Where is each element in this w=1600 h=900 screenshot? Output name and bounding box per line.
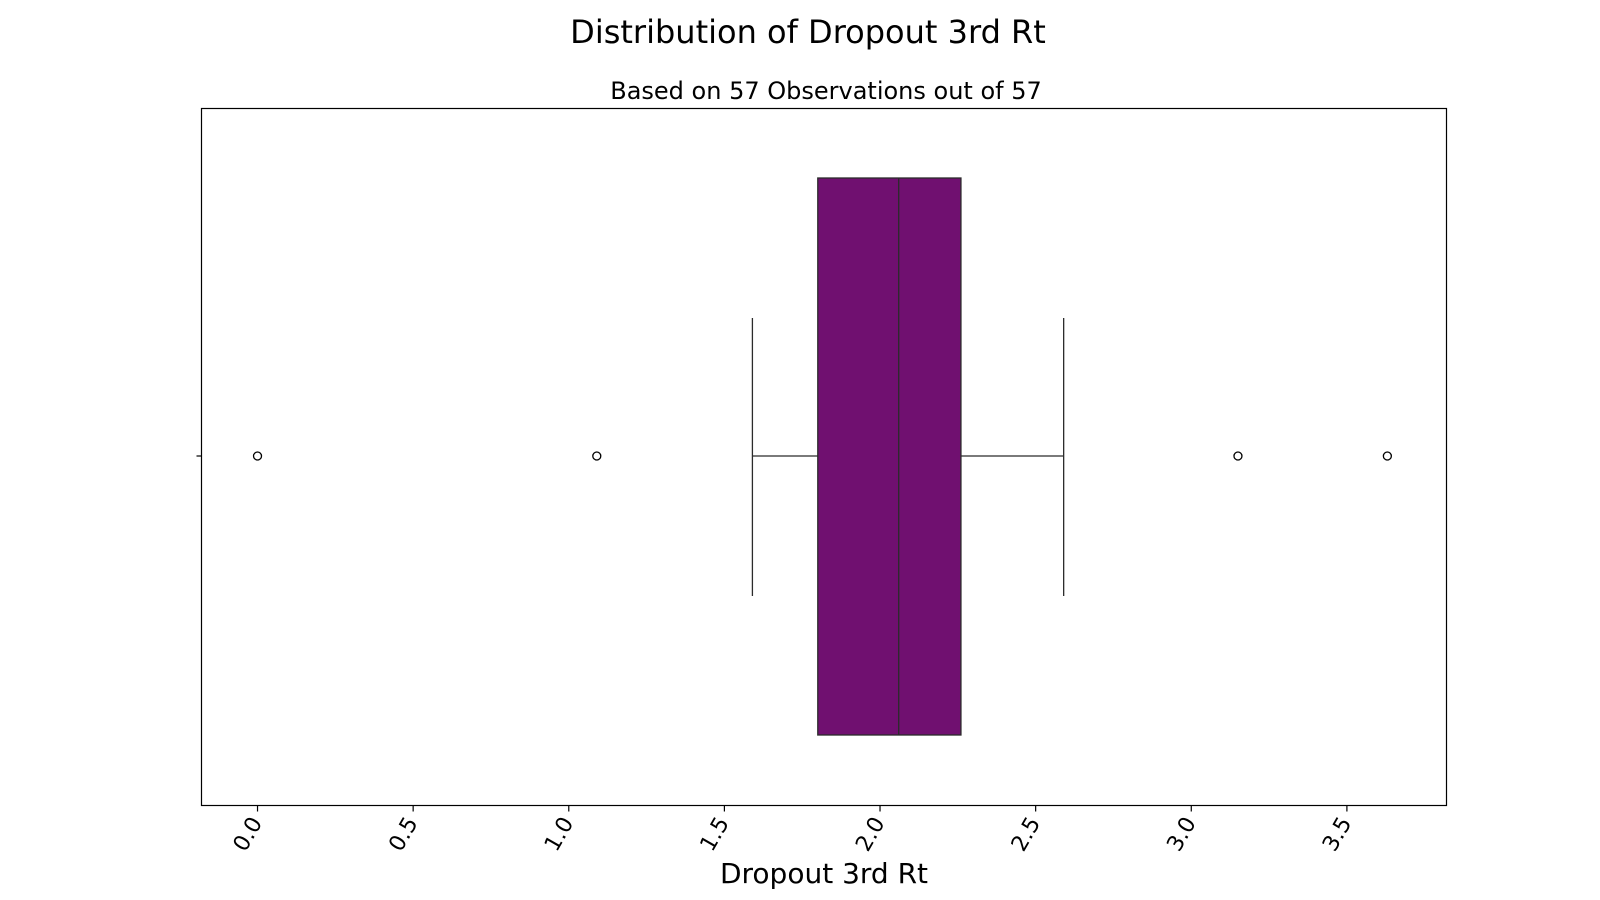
chart-title: Distribution of Dropout 3rd Rt: [570, 13, 1046, 51]
x-tick-label: 1.5: [696, 813, 735, 856]
outlier-point: [252, 451, 263, 461]
x-tick-label: 2.0: [851, 813, 890, 856]
x-tick-label: 2.5: [1007, 813, 1046, 856]
x-tick-label: 3.5: [1318, 813, 1357, 856]
outlier-point: [592, 451, 602, 461]
x-tick-label: 1.0: [540, 813, 579, 856]
chart-marks: [196, 177, 1393, 736]
x-axis-ticks: 0.0 0.5 1.0 1.5 2.0 2.5 3.0 3.5: [229, 805, 1357, 856]
x-tick-label: 0.5: [384, 813, 423, 856]
outlier-point: [1233, 451, 1243, 461]
x-tick-label: 0.0: [229, 813, 268, 856]
x-axis-label: Dropout 3rd Rt: [720, 857, 928, 890]
outlier-point: [1382, 451, 1393, 461]
iqr-box: [817, 177, 962, 736]
plot-area-frame: [200, 107, 1448, 807]
x-tick-label: 3.0: [1163, 813, 1202, 856]
chart-subtitle: Based on 57 Observations out of 57: [610, 77, 1042, 105]
